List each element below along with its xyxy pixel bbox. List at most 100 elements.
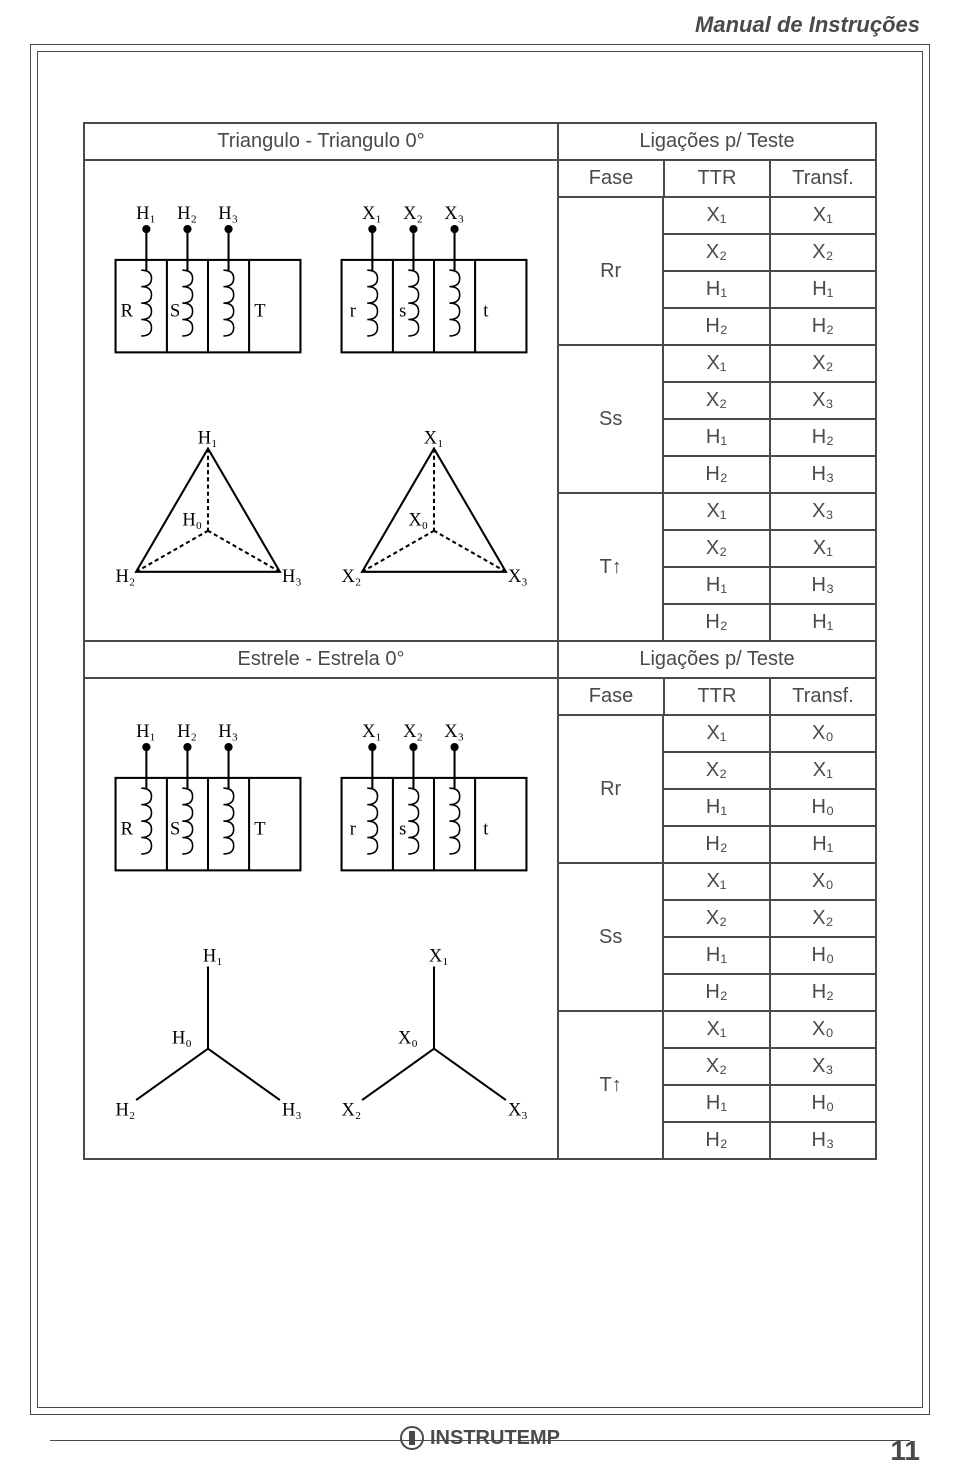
- table-col-1: Ligações p/ Teste Fase TTR Transf. Rr X₁…: [559, 124, 875, 640]
- svg-text:H₂: H₂: [177, 203, 197, 223]
- svg-text:X₃: X₃: [444, 203, 464, 223]
- star-diagram-2: H₁ H₂ H₃ H₀ X₁ X₂ X₃: [95, 946, 547, 1131]
- svg-text:r: r: [350, 301, 356, 321]
- cell: H₀: [771, 938, 875, 973]
- cell: H₂: [664, 1123, 770, 1158]
- phase-tt-1: T↑ X₁X₃ X₂X₁ H₁H₃ H₂H₁: [559, 494, 875, 640]
- svg-text:X₁: X₁: [424, 428, 444, 447]
- svg-text:H₃: H₃: [218, 203, 238, 223]
- th-transf: Transf.: [771, 161, 875, 196]
- cell: X₁: [664, 198, 770, 233]
- svg-text:H₃: H₃: [282, 1099, 302, 1119]
- svg-text:H₃: H₃: [282, 566, 302, 586]
- phase-rr-1: Rr X₁X₁ X₂X₂ H₁H₁ H₂H₂: [559, 198, 875, 346]
- diagram-area-1: H₁ H₂ H₃ R S T: [85, 161, 557, 640]
- cell: X₁: [664, 716, 770, 751]
- cell: H₁: [771, 827, 875, 862]
- svg-text:X₁: X₁: [429, 946, 449, 965]
- section-triangulo: Triangulo - Triangulo 0°: [85, 124, 875, 642]
- cell: X₂: [771, 235, 875, 270]
- section-title-1: Triangulo - Triangulo 0°: [85, 124, 557, 161]
- th-ttr: TTR: [665, 161, 771, 196]
- svg-text:H₁: H₁: [136, 203, 156, 223]
- svg-text:X₁: X₁: [362, 203, 382, 223]
- cell: H₂: [664, 457, 770, 492]
- svg-text:H₁: H₁: [198, 428, 218, 447]
- cell: H₁: [664, 1086, 770, 1121]
- cell: H₂: [771, 309, 875, 344]
- svg-text:H₂: H₂: [116, 1099, 136, 1119]
- th-fase: Fase: [559, 679, 665, 714]
- svg-text:s: s: [399, 819, 406, 839]
- cell: H₂: [771, 975, 875, 1010]
- transformer-diagram-1: H₁ H₂ H₃ R S T: [95, 188, 547, 393]
- svg-text:H₂: H₂: [116, 566, 136, 586]
- cell: X₂: [664, 901, 770, 936]
- cell: X₂: [771, 346, 875, 381]
- transformer-diagram-2: H₁ H₂ H₃ R S T: [95, 706, 547, 911]
- th-ttr: TTR: [665, 679, 771, 714]
- cell: H₂: [664, 975, 770, 1010]
- svg-text:S: S: [170, 301, 180, 321]
- phase-label: Ss: [559, 346, 664, 492]
- cell: X₁: [771, 198, 875, 233]
- cell: X₀: [771, 716, 875, 751]
- cell: H₁: [664, 568, 770, 603]
- svg-text:R: R: [121, 301, 134, 321]
- svg-text:H₂: H₂: [177, 721, 197, 741]
- cell: X₀: [771, 864, 875, 899]
- cell: X₂: [664, 753, 770, 788]
- cell: X₁: [664, 494, 770, 529]
- cell: H₃: [771, 457, 875, 492]
- cell: H₂: [664, 605, 770, 640]
- svg-text:r: r: [350, 819, 356, 839]
- svg-text:s: s: [399, 301, 406, 321]
- cell: X₀: [771, 1012, 875, 1047]
- phase-label: Rr: [559, 716, 664, 862]
- section-title-2: Estrele - Estrela 0°: [85, 642, 557, 679]
- phase-tt-2: T↑ X₁X₀ X₂X₃ H₁H₀ H₂H₃: [559, 1012, 875, 1158]
- cell: X₂: [664, 531, 770, 566]
- cell: H₁: [664, 938, 770, 973]
- table-header-2: Fase TTR Transf.: [559, 679, 875, 716]
- brand: INSTRUTEMP: [400, 1426, 560, 1450]
- cell: H₃: [771, 568, 875, 603]
- cell: X₃: [771, 383, 875, 418]
- triangle-diagram-1: H₁ H₂ H₃ H₀ X₁ X₂ X: [95, 428, 547, 613]
- cell: X₂: [771, 901, 875, 936]
- svg-text:X₃: X₃: [508, 1099, 528, 1119]
- svg-text:t: t: [483, 301, 489, 321]
- cell: H₁: [771, 605, 875, 640]
- cell: H₂: [771, 420, 875, 455]
- cell: X₂: [664, 383, 770, 418]
- cell: H₁: [664, 420, 770, 455]
- cell: H₀: [771, 790, 875, 825]
- table-col-2: Ligações p/ Teste Fase TTR Transf. Rr X₁…: [559, 642, 875, 1158]
- svg-text:X₃: X₃: [444, 721, 464, 741]
- diagram-col-1: Triangulo - Triangulo 0°: [85, 124, 559, 640]
- section-estrela: Estrele - Estrela 0°: [85, 642, 875, 1158]
- brand-logo-icon: [400, 1426, 424, 1450]
- inner-frame: Triangulo - Triangulo 0°: [37, 51, 923, 1408]
- svg-text:X₁: X₁: [362, 721, 382, 741]
- cell: X₁: [771, 753, 875, 788]
- cell: H₀: [771, 1086, 875, 1121]
- svg-text:H₁: H₁: [203, 946, 223, 965]
- svg-text:R: R: [121, 819, 134, 839]
- svg-text:T: T: [254, 301, 265, 321]
- cell: X₁: [664, 346, 770, 381]
- phase-ss-2: Ss X₁X₀ X₂X₂ H₁H₀ H₂H₂: [559, 864, 875, 1012]
- svg-text:H₀: H₀: [182, 510, 202, 530]
- cell: H₁: [664, 790, 770, 825]
- cell: H₃: [771, 1123, 875, 1158]
- cell: H₁: [664, 272, 770, 307]
- content-box: Triangulo - Triangulo 0°: [83, 122, 877, 1160]
- cell: X₁: [664, 864, 770, 899]
- cell: X₃: [771, 1049, 875, 1084]
- page-number: 11: [890, 1435, 920, 1467]
- svg-text:H₁: H₁: [136, 721, 156, 741]
- cell: X₁: [664, 1012, 770, 1047]
- diagram-col-2: Estrele - Estrela 0°: [85, 642, 559, 1158]
- phase-label: T↑: [559, 494, 664, 640]
- svg-text:X₃: X₃: [508, 566, 528, 586]
